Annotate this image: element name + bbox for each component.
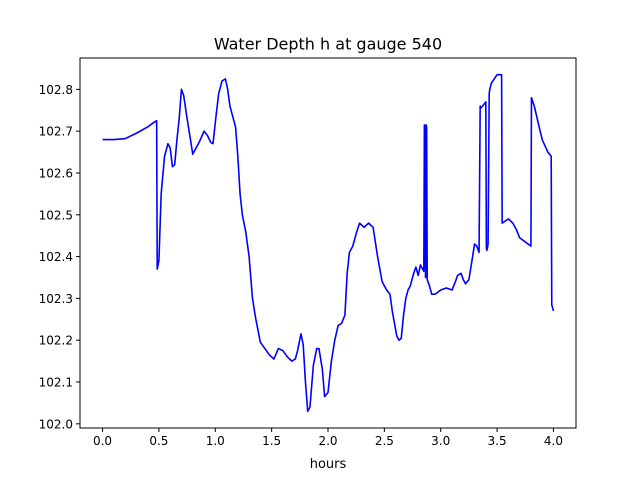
y-tick-label: 102.4 (39, 250, 73, 264)
x-tick-label: 0.0 (93, 434, 112, 448)
x-tick-label: 1.0 (206, 434, 225, 448)
y-tick-label: 102.3 (39, 292, 73, 306)
y-tick-label: 102.2 (39, 334, 73, 348)
series-line-1 (102, 73, 555, 413)
x-tick-label: 0.5 (149, 434, 168, 448)
chart-title: Water Depth h at gauge 540 (214, 35, 442, 54)
y-tick-label: 102.1 (39, 376, 73, 390)
x-axis-label: hours (310, 457, 347, 472)
x-tick-label: 3.0 (431, 434, 450, 448)
x-tick-label: 1.5 (262, 434, 281, 448)
y-tick-label: 102.6 (39, 166, 73, 180)
y-tick-label: 102.0 (39, 417, 73, 431)
y-tick-label: 102.8 (39, 83, 73, 97)
x-tick-label: 4.0 (544, 434, 563, 448)
x-tick-label: 2.5 (375, 434, 394, 448)
plot-area: 0.0 0.5 1.0 1.5 2.0 2.5 3.0 3.5 4.0 102.0 102.1 102… (39, 57, 577, 448)
x-tick-label: 3.5 (488, 434, 507, 448)
y-tick-label: 102.7 (39, 125, 73, 139)
x-tick-label: 2.0 (318, 434, 337, 448)
y-tick-label: 102.5 (39, 208, 73, 222)
